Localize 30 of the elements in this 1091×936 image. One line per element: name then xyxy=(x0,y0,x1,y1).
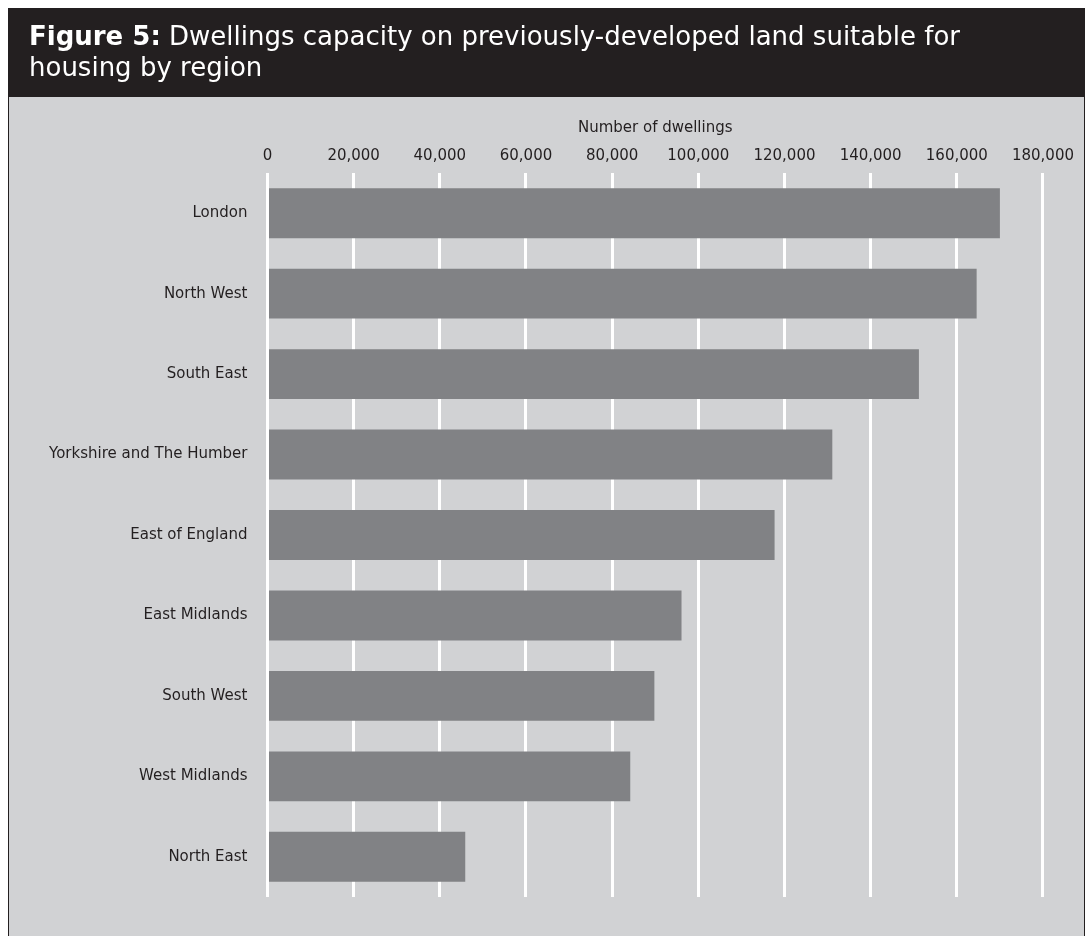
y-tick-label: North West xyxy=(163,283,248,302)
bar xyxy=(268,349,919,400)
x-tick-label: 100,000 xyxy=(667,145,730,164)
bar xyxy=(268,188,1000,239)
bar xyxy=(268,510,775,560)
x-tick-label: 20,000 xyxy=(327,145,380,164)
x-tick-label: 40,000 xyxy=(413,145,467,164)
x-tick-label: 120,000 xyxy=(753,145,816,164)
bar xyxy=(268,670,655,721)
bar xyxy=(268,429,833,480)
x-tick-label: 80,000 xyxy=(585,145,639,164)
chart-title: Figure 5: Dwellings capacity on previously-developed land suitable for housing by region xyxy=(29,21,960,82)
y-tick-label: London xyxy=(192,203,248,222)
y-tick-label: West Midlands xyxy=(139,766,248,785)
bar xyxy=(268,831,466,882)
bar xyxy=(268,590,682,641)
bar xyxy=(268,751,631,802)
y-tick-label: Yorkshire and The Humber xyxy=(47,444,249,463)
y-tick-label: North East xyxy=(168,846,248,865)
y-tick-label: East Midlands xyxy=(143,605,248,624)
y-tick-label: South East xyxy=(166,364,248,382)
bar xyxy=(268,268,977,319)
x-tick-label: 180,000 xyxy=(1011,145,1074,164)
x-tick-label: 160,000 xyxy=(925,145,988,164)
y-tick-label: South West xyxy=(162,685,248,704)
x-axis-title: Number of dwellings xyxy=(577,117,733,136)
x-tick-label: 0 xyxy=(262,145,273,164)
x-tick-label: 140,000 xyxy=(839,145,902,164)
x-tick-label: 60,000 xyxy=(499,145,553,164)
y-tick-label: East of England xyxy=(130,524,248,543)
